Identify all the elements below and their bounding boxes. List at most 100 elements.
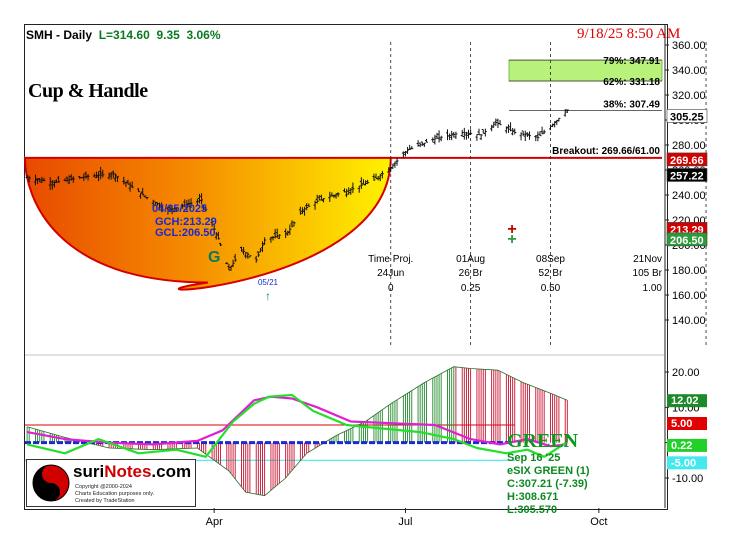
up-arrow-icon: ↑ bbox=[265, 289, 271, 303]
gcl-annotation: GCL:206.50 bbox=[155, 227, 216, 239]
price-bar bbox=[94, 171, 98, 179]
price-bar bbox=[189, 198, 193, 208]
logo-note-1: Charts Education purposes only. bbox=[75, 491, 155, 497]
y-tick-label: 320.00 bbox=[672, 90, 706, 102]
price-bar bbox=[452, 132, 456, 138]
price-bar bbox=[506, 124, 510, 134]
price-bar bbox=[55, 179, 59, 183]
price-bar bbox=[467, 129, 471, 139]
price-bar bbox=[347, 187, 351, 195]
interval: Daily bbox=[63, 28, 93, 42]
price-bar bbox=[139, 192, 143, 199]
price-bar bbox=[42, 177, 46, 182]
price-bar bbox=[422, 142, 426, 147]
g-marker: G bbox=[208, 249, 220, 266]
price-bar bbox=[557, 117, 561, 122]
price-bar bbox=[366, 179, 370, 185]
breakout-label: Breakout: 269.66/61.00 bbox=[552, 146, 660, 157]
price-bar bbox=[303, 206, 307, 216]
price-bar bbox=[115, 176, 119, 183]
price-bar bbox=[256, 251, 260, 258]
price-bar bbox=[183, 199, 187, 208]
price-bar bbox=[431, 137, 435, 143]
price-bar bbox=[357, 185, 361, 193]
copyright: Copyright @2000-2024 bbox=[75, 484, 132, 490]
price-bar bbox=[494, 118, 498, 126]
price-bar bbox=[534, 135, 538, 142]
price-bar bbox=[525, 132, 529, 137]
price-bar bbox=[332, 194, 336, 198]
price-bar bbox=[548, 124, 552, 131]
price-bar bbox=[185, 199, 189, 211]
price-bar bbox=[490, 124, 494, 132]
x-tick-label: Jul bbox=[398, 516, 412, 528]
gch-annotation: GCH:213.29 bbox=[155, 216, 217, 228]
price-bar bbox=[527, 131, 531, 140]
price-bar bbox=[97, 171, 101, 182]
price-bar bbox=[273, 228, 277, 239]
indicator-tag-value: 0.22 bbox=[671, 440, 692, 452]
y-tick-label: 280.00 bbox=[672, 140, 706, 152]
price-bar bbox=[25, 174, 29, 179]
price-bar bbox=[523, 130, 527, 142]
price-bar bbox=[406, 146, 410, 154]
price-bar bbox=[202, 204, 206, 211]
time-proj-l2: 52 Br bbox=[539, 268, 564, 279]
yin-yang-icon bbox=[32, 464, 70, 502]
y-tick-label: 140.00 bbox=[672, 315, 706, 327]
price-bar bbox=[519, 132, 523, 141]
price-bar bbox=[298, 206, 302, 215]
price-bar bbox=[305, 203, 309, 211]
signal-label: GREEN bbox=[507, 430, 579, 452]
price-bar bbox=[286, 230, 290, 236]
price-bar bbox=[408, 144, 412, 150]
price-bar bbox=[214, 232, 218, 240]
price-tag-value: 269.66 bbox=[670, 155, 704, 167]
price-bar bbox=[521, 130, 525, 136]
price-bar bbox=[460, 129, 464, 137]
indicator-tag: 0.22 bbox=[667, 438, 707, 452]
histogram-outline bbox=[26, 366, 568, 497]
price-bar bbox=[52, 180, 56, 188]
price-change-pct: 3.06% bbox=[186, 28, 221, 42]
price-bar bbox=[231, 259, 235, 267]
price-bar bbox=[464, 131, 468, 140]
fib-79-label: 79%: 347.91 bbox=[603, 56, 660, 67]
price-bar bbox=[454, 131, 458, 139]
price-bar bbox=[27, 175, 31, 183]
price-bar bbox=[462, 127, 466, 140]
indicator-low: L:305.570 bbox=[507, 504, 558, 516]
price-bar bbox=[509, 122, 513, 132]
price-tag: 257.22 bbox=[666, 168, 708, 182]
time-proj-l3: 0 bbox=[388, 283, 394, 294]
price-bar bbox=[439, 135, 443, 142]
price-bar bbox=[155, 202, 159, 206]
price-bar bbox=[63, 178, 67, 182]
price-bar bbox=[483, 128, 487, 137]
price-bar bbox=[34, 174, 38, 186]
price-bar bbox=[307, 203, 311, 207]
price-bar bbox=[378, 174, 382, 182]
price-bar bbox=[492, 121, 496, 128]
price-bar bbox=[351, 182, 355, 194]
price-bar bbox=[563, 109, 567, 117]
price-bar bbox=[319, 194, 323, 201]
price-bar bbox=[435, 132, 439, 139]
time-proj-l1: 21Nov bbox=[633, 254, 662, 265]
price-bar bbox=[418, 142, 422, 148]
price-bar bbox=[481, 128, 485, 134]
price-bar bbox=[197, 193, 201, 204]
price-bar bbox=[137, 188, 141, 193]
y-tick-label: 360.00 bbox=[672, 40, 706, 52]
price-bar bbox=[242, 246, 246, 255]
symbol: SMH bbox=[26, 28, 53, 42]
price-bar bbox=[290, 220, 294, 228]
price-bar bbox=[263, 237, 267, 245]
price-bar bbox=[216, 231, 220, 240]
price-bar bbox=[300, 207, 304, 215]
price-bar bbox=[424, 138, 428, 143]
time-proj-label-2: 08Sep 52 Br 0.50 bbox=[536, 254, 565, 294]
price-tag: 269.66 bbox=[666, 152, 708, 167]
timestamp: 9/18/25 8:50 AM bbox=[577, 26, 681, 42]
price-bar bbox=[345, 188, 349, 198]
